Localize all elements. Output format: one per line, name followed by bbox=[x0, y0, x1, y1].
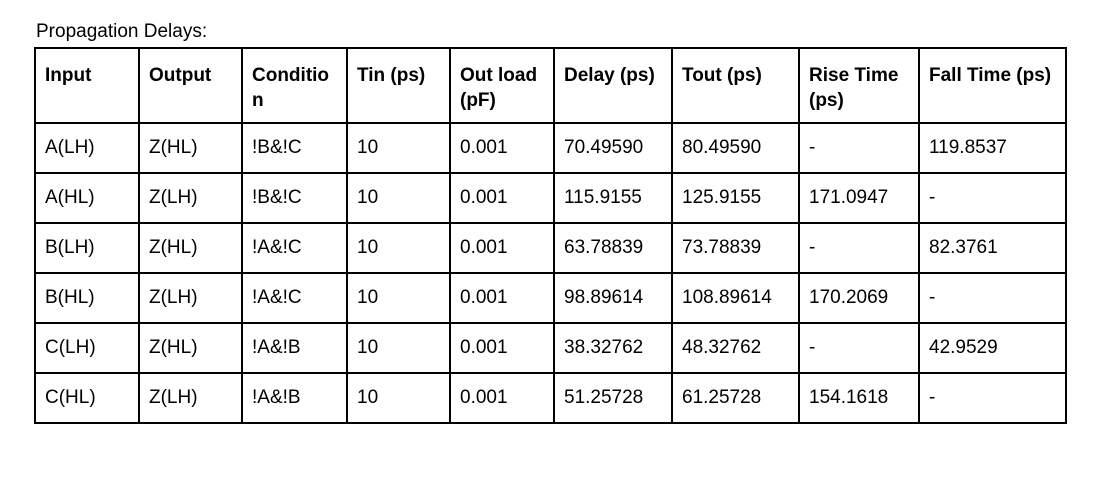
header-condition: Condition bbox=[241, 47, 348, 124]
cell-condition: !A&!B bbox=[241, 372, 348, 424]
cell-delay: 70.49590 bbox=[553, 122, 673, 174]
table-row: B(HL) Z(LH) !A&!C 10 0.001 98.89614 108.… bbox=[34, 272, 1067, 324]
table-row: C(LH) Z(HL) !A&!B 10 0.001 38.32762 48.3… bbox=[34, 322, 1067, 374]
cell-delay: 98.89614 bbox=[553, 272, 673, 324]
table-row: A(HL) Z(LH) !B&!C 10 0.001 115.9155 125.… bbox=[34, 172, 1067, 224]
cell-output: Z(HL) bbox=[138, 322, 243, 374]
header-tin: Tin (ps) bbox=[346, 47, 451, 124]
cell-fall-time: 42.9529 bbox=[918, 322, 1067, 374]
cell-tout: 80.49590 bbox=[671, 122, 800, 174]
cell-delay: 51.25728 bbox=[553, 372, 673, 424]
cell-out-load: 0.001 bbox=[449, 172, 555, 224]
cell-tin: 10 bbox=[346, 322, 451, 374]
cell-rise-time: 154.1618 bbox=[798, 372, 920, 424]
cell-out-load: 0.001 bbox=[449, 322, 555, 374]
cell-out-load: 0.001 bbox=[449, 372, 555, 424]
cell-tin: 10 bbox=[346, 372, 451, 424]
table-caption: Propagation Delays: bbox=[36, 21, 208, 42]
cell-rise-time: 170.2069 bbox=[798, 272, 920, 324]
cell-delay: 63.78839 bbox=[553, 222, 673, 274]
cell-fall-time: - bbox=[918, 372, 1067, 424]
cell-fall-time: 119.8537 bbox=[918, 122, 1067, 174]
table-row: C(HL) Z(LH) !A&!B 10 0.001 51.25728 61.2… bbox=[34, 372, 1067, 424]
cell-output: Z(LH) bbox=[138, 172, 243, 224]
cell-tin: 10 bbox=[346, 222, 451, 274]
cell-out-load: 0.001 bbox=[449, 122, 555, 174]
cell-condition: !B&!C bbox=[241, 122, 348, 174]
cell-fall-time: - bbox=[918, 272, 1067, 324]
cell-rise-time: 171.0947 bbox=[798, 172, 920, 224]
table-row: B(LH) Z(HL) !A&!C 10 0.001 63.78839 73.7… bbox=[34, 222, 1067, 274]
cell-input: C(LH) bbox=[34, 322, 140, 374]
header-fall-time: Fall Time (ps) bbox=[918, 47, 1067, 124]
header-rise-time: Rise Time (ps) bbox=[798, 47, 920, 124]
header-out-load: Out load (pF) bbox=[449, 47, 555, 124]
header-tout: Tout (ps) bbox=[671, 47, 800, 124]
cell-rise-time: - bbox=[798, 222, 920, 274]
cell-out-load: 0.001 bbox=[449, 272, 555, 324]
cell-tout: 125.9155 bbox=[671, 172, 800, 224]
cell-rise-time: - bbox=[798, 322, 920, 374]
cell-rise-time: - bbox=[798, 122, 920, 174]
header-input: Input bbox=[34, 47, 140, 124]
cell-delay: 115.9155 bbox=[553, 172, 673, 224]
cell-tin: 10 bbox=[346, 172, 451, 224]
cell-tout: 61.25728 bbox=[671, 372, 800, 424]
cell-fall-time: - bbox=[918, 172, 1067, 224]
cell-tout: 108.89614 bbox=[671, 272, 800, 324]
cell-tout: 73.78839 bbox=[671, 222, 800, 274]
cell-input: A(LH) bbox=[34, 122, 140, 174]
cell-output: Z(HL) bbox=[138, 122, 243, 174]
table-row: A(LH) Z(HL) !B&!C 10 0.001 70.49590 80.4… bbox=[34, 122, 1067, 174]
cell-output: Z(LH) bbox=[138, 372, 243, 424]
cell-tin: 10 bbox=[346, 122, 451, 174]
cell-condition: !A&!B bbox=[241, 322, 348, 374]
header-row: Input Output Condition Tin (ps) Out load… bbox=[34, 47, 1067, 124]
cell-input: B(LH) bbox=[34, 222, 140, 274]
cell-input: B(HL) bbox=[34, 272, 140, 324]
cell-input: C(HL) bbox=[34, 372, 140, 424]
cell-condition: !A&!C bbox=[241, 222, 348, 274]
cell-output: Z(LH) bbox=[138, 272, 243, 324]
header-delay: Delay (ps) bbox=[553, 47, 673, 124]
cell-delay: 38.32762 bbox=[553, 322, 673, 374]
cell-output: Z(HL) bbox=[138, 222, 243, 274]
header-output: Output bbox=[138, 47, 243, 124]
cell-condition: !B&!C bbox=[241, 172, 348, 224]
cell-out-load: 0.001 bbox=[449, 222, 555, 274]
cell-input: A(HL) bbox=[34, 172, 140, 224]
cell-tin: 10 bbox=[346, 272, 451, 324]
propagation-delays-table: Input Output Condition Tin (ps) Out load… bbox=[34, 47, 1067, 424]
cell-tout: 48.32762 bbox=[671, 322, 800, 374]
cell-condition: !A&!C bbox=[241, 272, 348, 324]
cell-fall-time: 82.3761 bbox=[918, 222, 1067, 274]
